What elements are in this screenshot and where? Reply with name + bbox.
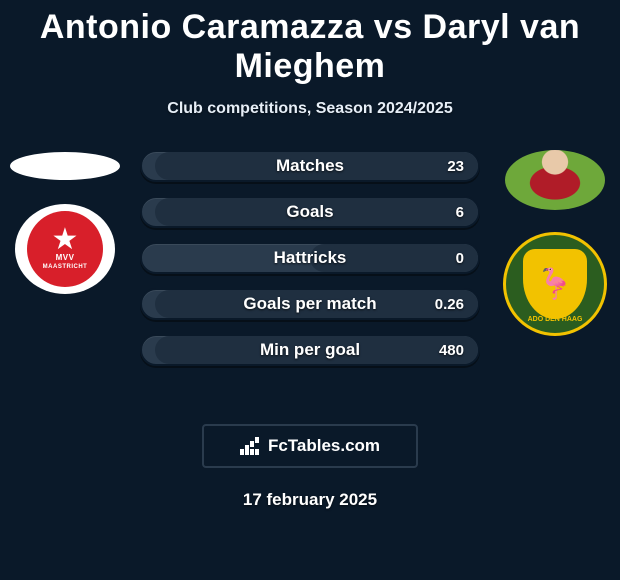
player-left-club-badge: ★ MVV MAASTRICHT [15,204,115,294]
club-left-code: MVV [56,253,75,262]
stat-label: Goals [142,198,478,226]
player-left-column: ★ MVV MAASTRICHT [0,150,130,294]
club-left-inner: ★ MVV MAASTRICHT [27,211,103,287]
stat-value-right: 0 [456,244,464,272]
player-right-avatar [505,150,605,210]
player-left-avatar-placeholder [10,152,120,180]
stat-value-right: 23 [447,152,464,180]
brand-box: FcTables.com [202,424,418,468]
stat-bar: Goals per match 0.26 [140,288,480,320]
stat-bar: Hattricks 0 [140,242,480,274]
stat-bar: Min per goal 480 [140,334,480,366]
stat-value-right: 480 [439,336,464,364]
bar-chart-icon [240,437,262,455]
stat-value-right: 6 [456,198,464,226]
stat-label: Matches [142,152,478,180]
compare-zone: ★ MVV MAASTRICHT 🦩 ADO DEN HAAG Matches … [0,150,620,390]
stat-bar: Matches 23 [140,150,480,182]
page-title: Antonio Caramazza vs Daryl van Mieghem [0,8,620,86]
star-icon: ★ [52,229,79,251]
club-right-code: ADO DEN HAAG [528,316,583,323]
brand-text: FcTables.com [268,436,380,456]
player-right-column: 🦩 ADO DEN HAAG [490,150,620,336]
player-right-club-badge: 🦩 ADO DEN HAAG [503,232,607,336]
stat-value-right: 0.26 [435,290,464,318]
club-left-sub: MAASTRICHT [43,264,88,270]
stat-bar: Goals 6 [140,196,480,228]
date-text: 17 february 2025 [0,490,620,510]
stat-label: Goals per match [142,290,478,318]
stat-bars: Matches 23 Goals 6 Hattricks 0 Goals per… [140,150,480,366]
stat-label: Min per goal [142,336,478,364]
stork-icon: 🦩 [523,249,587,319]
stat-label: Hattricks [142,244,478,272]
infographic-root: Antonio Caramazza vs Daryl van Mieghem C… [0,0,620,580]
subtitle: Club competitions, Season 2024/2025 [0,100,620,118]
